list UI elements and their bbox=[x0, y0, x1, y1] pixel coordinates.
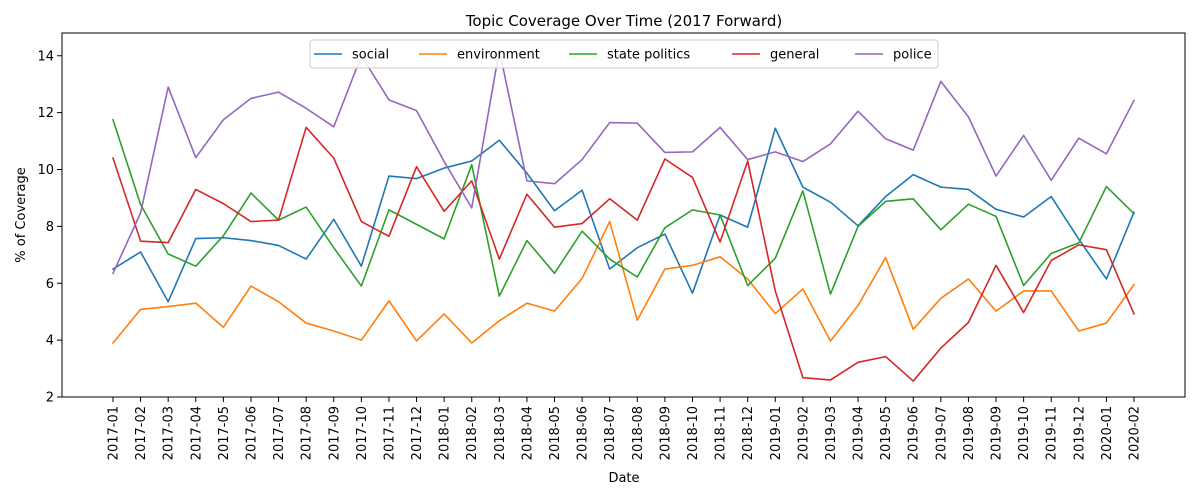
x-tick-label: 2017-06 bbox=[244, 406, 259, 460]
x-tick-label: 2018-08 bbox=[631, 406, 646, 460]
series-line-police bbox=[111, 49, 1136, 275]
x-tick-label: 2019-09 bbox=[990, 406, 1005, 460]
x-tick-label: 2019-07 bbox=[934, 406, 949, 460]
y-tick-label: 2 bbox=[46, 391, 54, 406]
x-tick-label: 2017-11 bbox=[382, 406, 397, 460]
x-tick-label: 2019-11 bbox=[1045, 406, 1060, 460]
x-tick-label: 2018-09 bbox=[658, 406, 673, 460]
y-tick-label: 6 bbox=[46, 277, 54, 292]
y-axis: 2 4 6 8 10 12 14 bbox=[37, 49, 62, 406]
x-tick-label: 2018-05 bbox=[548, 406, 563, 460]
plot-frame bbox=[61, 32, 1186, 398]
x-tick-label: 2020-01 bbox=[1100, 406, 1115, 460]
y-tick-label: 14 bbox=[37, 49, 54, 64]
x-tick-label: 2017-10 bbox=[355, 406, 370, 460]
legend-label-state-politics: state politics bbox=[607, 48, 690, 63]
x-tick-label: 2019-02 bbox=[796, 406, 811, 460]
x-tick-label: 2017-08 bbox=[300, 406, 315, 460]
x-tick-label: 2019-04 bbox=[852, 406, 867, 460]
series-line-environment bbox=[111, 220, 1136, 345]
x-tick-label: 2019-12 bbox=[1072, 406, 1087, 460]
x-tick-label: 2017-01 bbox=[107, 406, 122, 460]
x-tick-label: 2019-03 bbox=[824, 406, 839, 460]
x-tick-label: 2017-07 bbox=[272, 406, 287, 460]
x-tick-label: 2017-02 bbox=[134, 406, 149, 460]
chart-title: Topic Coverage Over Time (2017 Forward) bbox=[465, 12, 782, 30]
legend-label-social: social bbox=[352, 48, 389, 63]
x-tick-label: 2018-01 bbox=[438, 406, 453, 460]
legend: social environment state politics general po… bbox=[309, 39, 939, 69]
series-line-general bbox=[111, 126, 1136, 382]
x-tick-label: 2017-05 bbox=[217, 406, 232, 460]
x-tick-label: 2019-10 bbox=[1017, 406, 1032, 460]
x-axis: 2017-01 2017-02 2017-03 2017-04 2017-05 2017-… bbox=[107, 397, 1143, 460]
x-tick-label: 2017-03 bbox=[162, 406, 177, 460]
y-axis-title: % of Coverage bbox=[14, 167, 29, 262]
y-tick-label: 10 bbox=[37, 163, 54, 178]
x-tick-label: 2018-10 bbox=[686, 406, 701, 460]
x-tick-label: 2019-08 bbox=[962, 406, 977, 460]
y-tick-label: 8 bbox=[46, 220, 54, 235]
series-line-state-politics bbox=[111, 118, 1136, 297]
y-tick-label: 4 bbox=[46, 334, 54, 349]
x-tick-label: 2019-01 bbox=[769, 406, 784, 460]
legend-label-police: police bbox=[893, 48, 932, 63]
x-tick-label: 2019-05 bbox=[879, 406, 894, 460]
x-axis-title: Date bbox=[608, 471, 639, 486]
legend-label-environment: environment bbox=[457, 48, 540, 63]
x-tick-label: 2017-04 bbox=[189, 406, 204, 460]
x-tick-label: 2018-06 bbox=[576, 406, 591, 460]
x-tick-label: 2018-03 bbox=[493, 406, 508, 460]
legend-label-general: general bbox=[770, 48, 819, 63]
x-tick-label: 2018-12 bbox=[741, 406, 756, 460]
x-tick-label: 2017-12 bbox=[410, 406, 425, 460]
x-tick-label: 2020-02 bbox=[1128, 406, 1143, 460]
x-tick-label: 2018-07 bbox=[603, 406, 618, 460]
x-tick-label: 2019-06 bbox=[907, 406, 922, 460]
y-tick-label: 12 bbox=[37, 106, 54, 121]
x-tick-label: 2018-04 bbox=[520, 406, 535, 460]
x-tick-label: 2017-09 bbox=[327, 406, 342, 460]
series-line-social bbox=[111, 127, 1136, 303]
plot-area bbox=[111, 49, 1136, 382]
x-tick-label: 2018-11 bbox=[714, 406, 729, 460]
x-tick-label: 2018-02 bbox=[465, 406, 480, 460]
legend-box bbox=[309, 39, 939, 69]
